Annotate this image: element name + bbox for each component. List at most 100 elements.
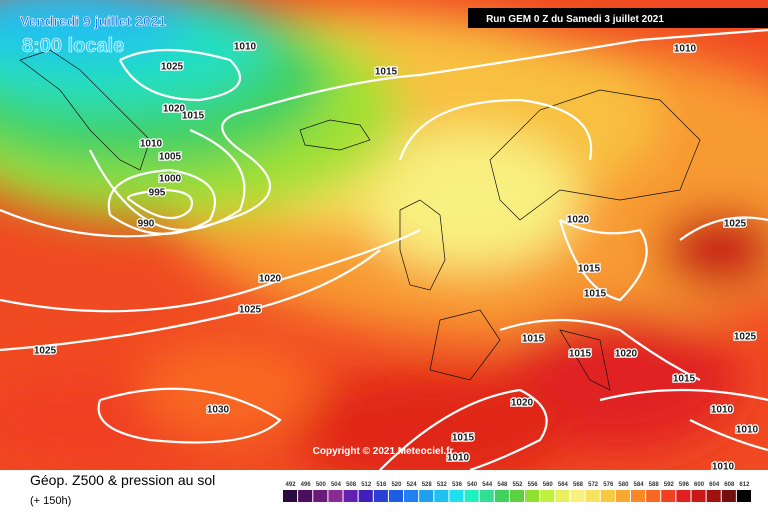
legend-label: 524: [407, 482, 418, 488]
isobar-label: 1025: [161, 62, 184, 73]
map-date: Vendredi 9 juillet 2021: [20, 13, 167, 29]
footer-lead: (+ 150h): [30, 495, 71, 507]
isobar-label: 1015: [375, 67, 398, 78]
isobar-label: 1025: [239, 305, 262, 316]
isobar-label: 1025: [734, 332, 757, 343]
legend-label: 612: [739, 482, 750, 488]
isobar-label: 1015: [578, 264, 601, 275]
legend-swatch: [509, 490, 525, 502]
map-field: 1010 1025 1015 1010 1020 1015 1010 1005 1000 995 9…: [0, 0, 768, 473]
legend-swatch: [373, 490, 388, 502]
legend-swatch: [630, 490, 646, 502]
legend-label: 604: [709, 482, 720, 488]
copyright: Copyright © 2021 Meteociel.fr: [313, 446, 454, 457]
legend-swatch: [721, 490, 736, 502]
legend-swatch: [388, 490, 404, 502]
legend-label: 596: [679, 482, 690, 488]
legend-label: 532: [437, 482, 448, 488]
legend-swatch: [570, 490, 585, 502]
legend-swatch: [328, 490, 343, 502]
isobar-label: 1015: [584, 289, 607, 300]
legend-swatch: [555, 490, 570, 502]
legend-label: 496: [301, 482, 312, 488]
legend-label: 580: [618, 482, 629, 488]
legend-swatch: [449, 490, 464, 502]
isobar-label: 1020: [511, 398, 534, 409]
legend-label: 588: [649, 482, 660, 488]
legend-swatch: [676, 490, 691, 502]
isobar-label: 1025: [724, 219, 747, 230]
legend-label: 536: [452, 482, 463, 488]
isobar-label: 1010: [140, 139, 163, 150]
legend-swatch: [358, 490, 373, 502]
legend-swatch: [298, 490, 313, 502]
coastlines: [19, 49, 701, 391]
isobar-label: 1015: [452, 433, 475, 444]
isobar-label: 1010: [712, 462, 735, 473]
legend-swatch: [283, 490, 298, 502]
legend-label: 576: [603, 482, 614, 488]
legend-swatch: [343, 490, 358, 502]
legend-swatch: [419, 490, 434, 502]
legend-swatch: [691, 490, 706, 502]
legend-swatch: [706, 490, 721, 502]
isobar-label: 1005: [159, 152, 182, 163]
isobar-label: 1020: [259, 274, 282, 285]
legend-label: 600: [694, 482, 705, 488]
isobars: [0, 28, 768, 470]
isobar-label: 1010: [447, 453, 470, 464]
isobar-label: 1020: [615, 349, 638, 360]
color-legend: 492 496 500 504 508 512 516 520 524 528 532 536 540 5…: [283, 482, 751, 502]
isobar-label: 1015: [522, 334, 545, 345]
legend-label: 584: [634, 482, 645, 488]
legend-swatch: [404, 490, 419, 502]
legend-swatch: [600, 490, 615, 502]
legend-label: 540: [467, 482, 478, 488]
isobar-labels: 1010 1025 1015 1010 1020 1015 1010 1005 1000 995 9…: [33, 40, 760, 473]
legend-label: 492: [286, 482, 297, 488]
legend-label: 508: [346, 482, 357, 488]
footer-title: Géop. Z500 & pression au sol: [30, 472, 215, 488]
isobar-label: 1015: [569, 349, 592, 360]
run-box: [468, 8, 768, 28]
legend-label: 568: [573, 482, 584, 488]
legend-swatch: [646, 490, 661, 502]
isobar-label: 1020: [567, 215, 590, 226]
legend-label: 592: [664, 482, 675, 488]
legend-swatch: [736, 490, 751, 502]
isobar-label: 1000: [159, 174, 182, 185]
legend-swatch: [313, 490, 328, 502]
legend-label: 516: [376, 482, 387, 488]
legend-label: 548: [497, 482, 508, 488]
legend-swatch: [585, 490, 600, 502]
legend-label: 608: [724, 482, 735, 488]
legend-swatch: [464, 490, 479, 502]
legend-label: 504: [331, 482, 342, 488]
legend-label: 552: [512, 482, 523, 488]
legend-label: 560: [543, 482, 554, 488]
isobar-label: 1030: [207, 405, 230, 416]
legend-label: 528: [422, 482, 433, 488]
legend-label: 556: [528, 482, 539, 488]
map-time: 8:00 locale: [22, 35, 124, 57]
legend-swatch: [479, 490, 494, 502]
isobar-label: 1010: [736, 425, 759, 436]
isobar-label: 1010: [674, 44, 697, 55]
legend-swatch: [494, 490, 509, 502]
isobar-label: 1010: [711, 405, 734, 416]
isobar-label: 990: [138, 219, 155, 230]
legend-label: 544: [482, 482, 493, 488]
legend-swatch: [661, 490, 676, 502]
legend-label: 564: [558, 482, 569, 488]
legend-swatch: [615, 490, 630, 502]
isobar-label: 995: [149, 188, 166, 199]
isobar-label: 1015: [182, 111, 205, 122]
isobar-label: 1025: [34, 346, 57, 357]
run-label: Run GEM 0 Z du Samedi 3 juillet 2021: [486, 14, 664, 25]
legend-label: 520: [391, 482, 402, 488]
legend-label: 500: [316, 482, 327, 488]
legend-swatch: [434, 490, 449, 502]
legend-swatch: [540, 490, 555, 502]
legend-swatch: [525, 490, 540, 502]
